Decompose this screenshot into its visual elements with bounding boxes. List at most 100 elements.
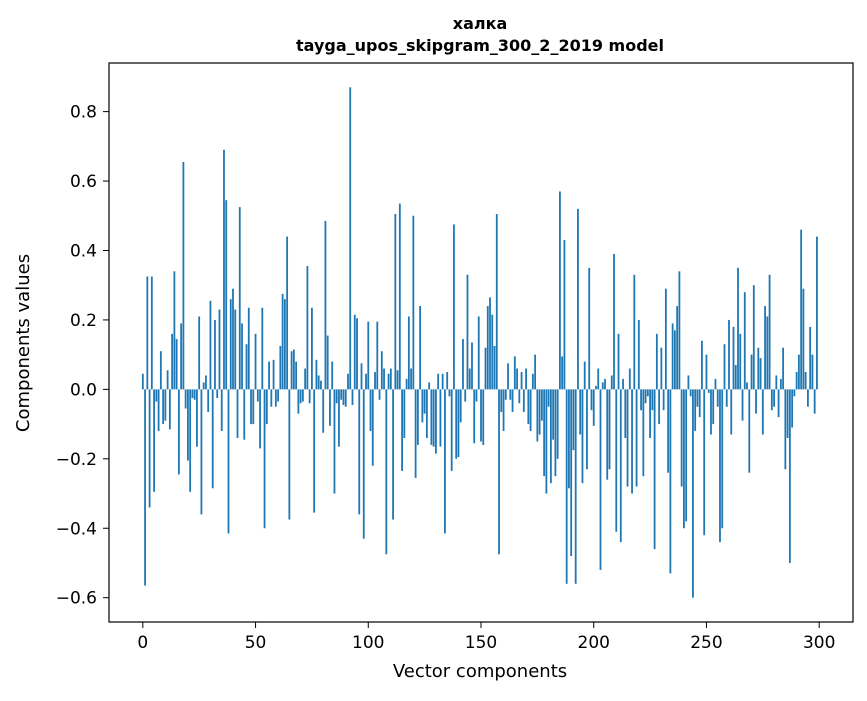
bar [809,326,812,390]
bar [455,389,458,459]
bar [241,323,243,390]
bar [493,345,496,390]
bar [547,389,550,407]
bar [187,389,189,461]
bar [764,306,766,390]
bar [743,292,746,390]
bar [457,389,460,458]
bar [737,267,739,390]
bar [148,389,151,508]
bar [214,319,216,390]
bar [202,382,205,390]
bar [655,333,658,390]
bar [568,389,570,489]
bar [680,389,683,487]
bar [462,339,464,390]
bar [288,389,291,520]
bar [225,200,228,390]
bar [797,354,800,390]
bar [534,354,537,390]
bar [196,389,198,447]
bar [389,368,392,390]
bar [658,389,661,425]
bar [642,389,645,477]
bar [141,373,144,390]
bar [725,389,728,407]
bar [615,389,618,532]
y-tick-label: 0.6 [70,172,97,192]
bar [157,389,160,432]
y-tick-label: −0.2 [56,450,97,470]
bar [333,389,336,494]
bar [207,389,210,412]
bar [563,240,566,390]
bar [640,389,642,411]
bar [660,347,663,390]
bar [405,378,408,390]
bar [581,389,584,484]
bar [653,389,656,550]
bar [782,347,785,390]
bar [513,356,516,390]
bar [779,378,782,390]
x-tick-label: 0 [137,633,148,653]
bar [216,389,219,399]
y-axis-ticks: −0.6 −0.4 −0.2 0.0 0.2 0.4 0.6 0.8 [56,103,109,609]
bar [358,389,361,515]
bar [770,389,773,411]
bar [425,389,428,438]
bar [671,323,674,390]
bar [707,389,710,393]
bar [531,373,534,390]
bar [320,380,322,390]
bar [486,306,489,390]
bar [590,389,593,411]
bar [588,267,591,390]
bar [595,385,597,390]
bar [304,368,307,390]
bar [256,389,259,402]
bar [270,389,273,407]
bar [471,342,473,390]
bar [205,375,207,390]
bar [423,389,426,414]
bar [247,307,250,390]
bar [349,87,352,390]
bar [624,389,627,438]
bar [570,389,573,557]
bar [662,389,665,411]
bar [437,373,440,390]
bar [324,220,327,390]
bar [773,389,775,407]
bar [698,389,701,418]
bar [559,191,561,390]
bar [504,389,507,400]
bar [482,389,485,445]
bar [687,375,690,390]
bar [322,389,325,433]
bar [338,389,340,447]
bar [331,361,334,390]
bar [518,389,521,404]
bar [597,368,600,390]
y-tick-label: 0.8 [70,103,97,123]
bar [752,285,755,390]
bar [229,299,232,390]
bar [807,389,809,407]
y-tick-label: 0.0 [70,380,97,400]
y-axis-label: Components values [13,254,34,432]
bar [788,389,791,563]
bar [710,389,712,435]
bar [317,375,320,390]
bar [619,389,622,543]
bar [592,389,595,426]
bar [579,389,582,435]
y-tick-label: 0.4 [70,241,97,261]
bar [383,368,385,390]
bar [392,389,394,520]
bar [511,389,514,412]
bar [599,389,602,570]
bar [586,389,588,470]
bar [175,339,178,390]
bar [184,389,187,409]
